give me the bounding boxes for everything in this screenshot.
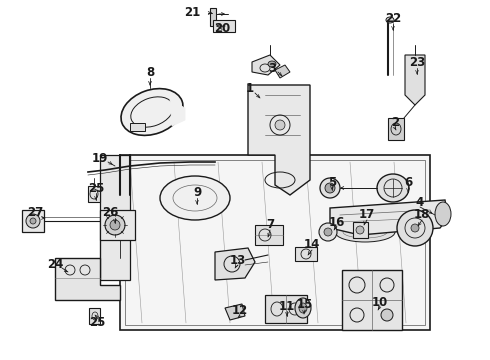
Text: 22: 22 (385, 12, 401, 24)
Ellipse shape (411, 224, 419, 232)
Text: 15: 15 (297, 298, 313, 311)
Ellipse shape (377, 174, 409, 202)
Ellipse shape (30, 218, 36, 224)
Bar (130, 123, 145, 131)
Polygon shape (225, 304, 245, 320)
Text: 23: 23 (409, 55, 425, 68)
Polygon shape (215, 248, 255, 280)
Text: 1: 1 (246, 81, 254, 94)
Polygon shape (248, 85, 310, 195)
Text: 3: 3 (268, 62, 276, 75)
Ellipse shape (435, 202, 451, 226)
Text: 14: 14 (304, 238, 320, 252)
Bar (88, 186, 100, 202)
Bar (22, 210, 44, 232)
Text: 19: 19 (92, 152, 108, 165)
Text: 18: 18 (414, 208, 430, 221)
Text: 20: 20 (214, 22, 230, 35)
Polygon shape (252, 55, 280, 75)
Text: 26: 26 (102, 206, 118, 219)
Text: 11: 11 (279, 300, 295, 312)
Ellipse shape (26, 214, 40, 228)
Text: 13: 13 (230, 253, 246, 266)
Text: 9: 9 (193, 185, 201, 198)
Text: 7: 7 (266, 219, 274, 231)
Ellipse shape (110, 220, 120, 230)
Ellipse shape (335, 222, 395, 242)
Ellipse shape (319, 223, 337, 241)
Ellipse shape (295, 298, 311, 318)
Ellipse shape (386, 17, 394, 23)
Ellipse shape (397, 210, 433, 246)
Polygon shape (120, 155, 430, 330)
Text: 16: 16 (329, 216, 345, 229)
Polygon shape (55, 258, 120, 300)
Ellipse shape (121, 89, 183, 135)
Ellipse shape (381, 309, 393, 321)
Text: 6: 6 (404, 175, 412, 189)
Bar (213, 20, 235, 32)
Polygon shape (100, 155, 130, 280)
Text: 5: 5 (328, 175, 336, 189)
Ellipse shape (324, 228, 332, 236)
Text: 10: 10 (372, 296, 388, 309)
Ellipse shape (268, 61, 276, 67)
Text: 27: 27 (27, 206, 43, 219)
Text: 2: 2 (391, 116, 399, 129)
Text: 25: 25 (88, 181, 104, 194)
Ellipse shape (320, 178, 340, 198)
Polygon shape (275, 65, 290, 78)
Text: 17: 17 (359, 208, 375, 221)
Bar (388, 118, 404, 140)
Polygon shape (170, 100, 185, 126)
Bar (255, 225, 283, 245)
Ellipse shape (299, 303, 307, 313)
Text: 4: 4 (416, 195, 424, 208)
Bar (342, 270, 402, 330)
Ellipse shape (160, 176, 230, 220)
Ellipse shape (105, 215, 125, 235)
Text: 25: 25 (89, 315, 105, 328)
Bar (265, 295, 307, 323)
Ellipse shape (325, 183, 335, 193)
Text: 21: 21 (184, 6, 200, 19)
Text: 8: 8 (146, 66, 154, 78)
Ellipse shape (275, 120, 285, 130)
Bar (210, 8, 216, 26)
Polygon shape (330, 200, 448, 235)
Polygon shape (405, 55, 425, 105)
Polygon shape (100, 210, 135, 240)
Bar (89, 308, 100, 324)
Text: 24: 24 (47, 258, 63, 271)
Bar (353, 222, 368, 238)
Ellipse shape (356, 226, 364, 234)
Text: 12: 12 (232, 303, 248, 316)
Bar (295, 247, 317, 261)
